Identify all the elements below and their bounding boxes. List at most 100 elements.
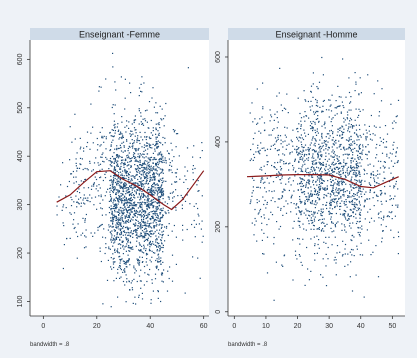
scatter-point [263,214,265,216]
scatter-point [151,188,153,190]
scatter-point [105,78,107,80]
scatter-point [200,228,202,230]
scatter-point [81,158,83,160]
scatter-point [313,213,315,215]
scatter-point [300,180,303,183]
scatter-point [296,145,298,148]
scatter-point [148,248,151,250]
scatter-point [332,136,334,139]
scatter-point [381,203,383,205]
scatter-point [318,121,320,123]
scatter-point [312,181,314,183]
scatter-point [374,181,376,183]
scatter-point [151,204,153,206]
scatter-point [331,174,334,176]
scatter-point [272,181,275,183]
scatter-point [143,171,145,174]
scatter-point [114,248,116,250]
scatter-point [157,269,160,271]
scatter-point [316,184,318,186]
scatter-point [117,165,119,167]
scatter-point [312,176,314,178]
scatter-point [311,203,313,205]
scatter-point [114,159,116,161]
scatter-point [125,301,127,303]
scatter-point [113,113,115,115]
scatter-point [161,189,163,191]
scatter-point [329,212,331,214]
scatter-point [142,139,144,141]
scatter-point [331,200,333,202]
scatter-point [326,187,328,189]
scatter-point [325,189,327,191]
scatter-point [345,164,347,166]
scatter-point [126,278,128,280]
scatter-point [155,239,157,241]
scatter-point [155,102,157,104]
scatter-point [327,192,329,194]
scatter-point [120,231,122,233]
scatter-point [313,170,316,172]
scatter-point [131,207,133,209]
scatter-point [112,136,115,138]
scatter-point [274,143,276,145]
scatter-point [315,181,317,183]
scatter-point [156,246,158,248]
scatter-point [128,198,130,200]
scatter-point [89,160,91,162]
scatter-point [382,138,385,140]
scatter-point [150,230,152,232]
scatter-point [114,160,116,162]
scatter-point [156,214,159,216]
scatter-point [124,158,127,160]
scatter-point [309,201,312,203]
scatter-point [310,91,312,93]
scatter-point [355,81,357,83]
scatter-point [138,192,140,195]
scatter-point [139,156,141,158]
scatter-point [110,198,112,200]
scatter-point [372,197,374,199]
scatter-point [148,173,150,175]
scatter-point [334,107,336,109]
scatter-point [138,211,140,213]
scatter-point [152,290,154,292]
scatter-point [155,216,157,218]
scatter-point [131,203,133,205]
scatter-point [119,239,121,241]
scatter-point [80,163,82,166]
scatter-point [146,258,148,260]
scatter-point [148,164,150,166]
scatter-point [355,176,357,178]
scatter-point [283,163,285,165]
scatter-point [125,208,127,210]
scatter-point [132,182,134,185]
scatter-point [119,171,122,173]
scatter-point [266,164,268,166]
scatter-point [142,210,144,213]
scatter-point [378,212,380,214]
scatter-point [303,155,305,157]
scatter-point [150,177,152,179]
scatter-point [118,184,120,186]
scatter-point [147,240,149,242]
scatter-point [262,108,264,110]
scatter-point [127,187,129,189]
scatter-point [112,253,114,255]
scatter-point [99,163,102,165]
scatter-point [147,168,149,170]
scatter-point [132,204,134,206]
scatter-point [136,229,138,231]
scatter-point [133,210,136,212]
scatter-point [314,245,316,247]
scatter-point [327,146,330,148]
scatter-point [298,161,300,163]
scatter-point [319,177,321,179]
scatter-point [150,217,152,220]
scatter-point [256,186,258,188]
scatter-point [161,119,163,121]
scatter-point [157,179,160,181]
scatter-point [141,292,143,294]
scatter-point [160,240,162,242]
scatter-point [135,212,137,214]
